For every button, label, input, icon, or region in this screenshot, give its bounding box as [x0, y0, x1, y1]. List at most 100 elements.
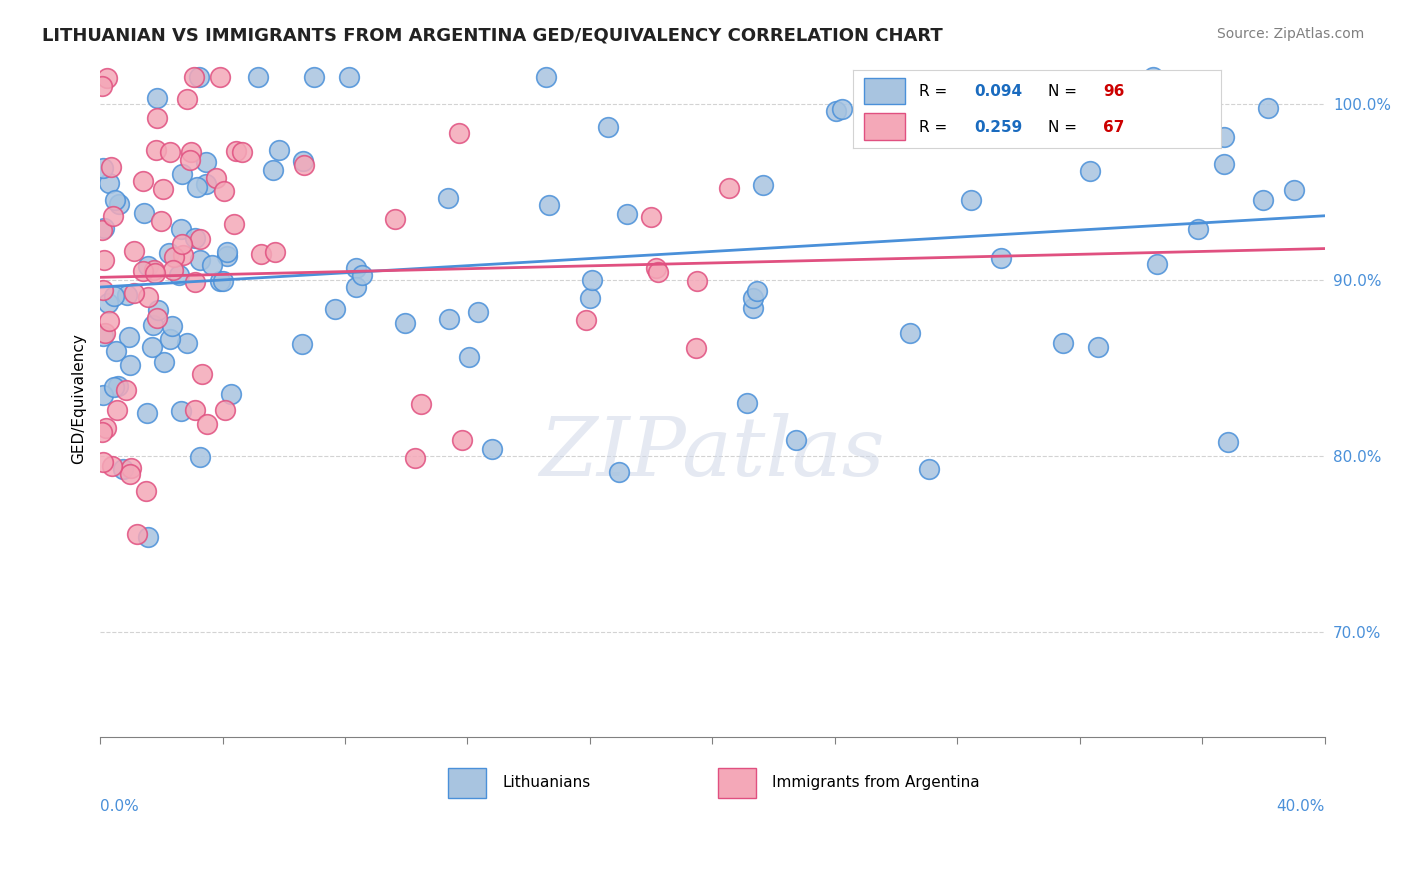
Point	[98, 314, 121, 328]
Point	[172, 248, 194, 262]
Point	[752, 178, 775, 192]
Point	[481, 442, 503, 456]
Point	[579, 291, 602, 305]
Point	[176, 335, 198, 350]
Point	[134, 205, 156, 219]
Point	[291, 337, 314, 351]
Point	[94, 326, 117, 341]
Point	[647, 265, 669, 279]
Point	[785, 434, 807, 448]
Point	[436, 191, 458, 205]
Point	[91, 387, 114, 401]
Point	[114, 383, 136, 397]
Point	[741, 291, 763, 305]
Point	[201, 258, 224, 272]
Point	[184, 275, 207, 289]
Point	[188, 253, 211, 268]
Point	[118, 467, 141, 481]
Point	[141, 340, 163, 354]
Point	[437, 311, 460, 326]
Point	[447, 126, 470, 140]
Point	[91, 161, 114, 176]
Point	[1213, 129, 1236, 144]
Point	[246, 70, 269, 85]
Point	[352, 268, 374, 283]
Point	[90, 425, 112, 439]
Point	[194, 178, 217, 192]
Point	[100, 160, 122, 174]
Point	[292, 153, 315, 168]
Point	[170, 167, 193, 181]
Point	[1187, 222, 1209, 236]
Point	[90, 78, 112, 93]
Point	[458, 350, 481, 364]
Point	[132, 264, 155, 278]
Point	[146, 310, 169, 325]
Point	[118, 330, 141, 344]
Point	[918, 462, 941, 476]
Point	[467, 305, 489, 319]
Point	[1284, 183, 1306, 197]
Point	[172, 236, 194, 251]
Point	[96, 71, 118, 86]
Point	[212, 274, 235, 288]
Point	[103, 379, 125, 393]
Point	[146, 111, 169, 125]
Text: 0.0%: 0.0%	[100, 798, 139, 814]
Point	[222, 217, 245, 231]
Point	[184, 403, 207, 417]
Point	[831, 102, 853, 116]
Point	[97, 176, 120, 190]
Point	[184, 230, 207, 244]
Text: LITHUANIAN VS IMMIGRANTS FROM ARGENTINA GED/EQUIVALENCY CORRELATION CHART: LITHUANIAN VS IMMIGRANTS FROM ARGENTINA …	[42, 27, 943, 45]
Point	[337, 70, 360, 85]
Point	[394, 316, 416, 330]
Point	[186, 180, 208, 194]
Point	[101, 459, 124, 474]
Point	[191, 367, 214, 381]
Point	[138, 290, 160, 304]
Point	[231, 145, 253, 160]
Point	[93, 221, 115, 235]
Point	[1087, 341, 1109, 355]
Text: 40.0%: 40.0%	[1277, 798, 1324, 814]
Point	[162, 263, 184, 277]
Point	[616, 207, 638, 221]
Point	[214, 184, 236, 198]
Point	[250, 246, 273, 260]
Point	[188, 450, 211, 465]
Point	[411, 397, 433, 411]
Point	[180, 145, 202, 160]
Point	[302, 70, 325, 85]
Point	[127, 526, 149, 541]
Point	[718, 181, 741, 195]
Point	[536, 70, 558, 85]
Point	[91, 455, 114, 469]
Point	[344, 279, 367, 293]
Point	[1078, 164, 1101, 178]
Point	[170, 404, 193, 418]
Point	[269, 144, 291, 158]
Point	[824, 103, 846, 118]
Point	[1251, 193, 1274, 207]
Point	[101, 210, 124, 224]
Point	[104, 193, 127, 207]
Point	[1066, 82, 1088, 96]
Point	[136, 406, 159, 420]
Point	[262, 162, 284, 177]
Point	[179, 153, 201, 167]
Point	[157, 246, 180, 260]
Point	[217, 244, 239, 259]
Point	[208, 274, 231, 288]
Point	[1212, 157, 1234, 171]
Point	[264, 244, 287, 259]
Point	[217, 249, 239, 263]
Point	[146, 303, 169, 318]
Point	[384, 211, 406, 226]
Point	[145, 143, 167, 157]
Point	[93, 253, 115, 268]
Point	[138, 259, 160, 273]
Point	[538, 198, 561, 212]
Point	[104, 344, 127, 359]
Point	[146, 91, 169, 105]
